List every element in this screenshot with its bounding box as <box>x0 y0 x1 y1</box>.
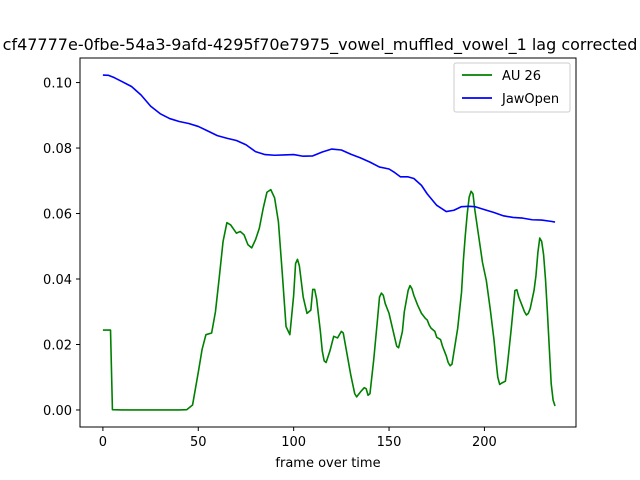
x-tick-label: 0 <box>99 435 107 450</box>
x-tick-label: 100 <box>281 435 306 450</box>
chart-title: cf47777e-0fbe-54a3-9afd-4295f70e7975_vow… <box>3 35 638 55</box>
x-tick-label: 50 <box>190 435 207 450</box>
axes-frame <box>79 57 577 428</box>
x-axis-title: frame over time <box>275 456 380 471</box>
legend-label-jawopen: JawOpen <box>501 92 559 107</box>
series-line-au-26 <box>102 188 556 411</box>
series-layer <box>102 74 556 411</box>
plot-area <box>80 58 576 427</box>
legend-label-au26: AU 26 <box>502 69 541 84</box>
x-axis: 0 50 100 150 200 <box>99 427 497 450</box>
y-tick-label: 0.00 <box>43 404 72 419</box>
legend: AU 26 JawOpen <box>453 62 571 113</box>
x-tick-label: 200 <box>472 435 497 450</box>
axes-layer <box>79 57 577 428</box>
y-tick-label: 0.04 <box>43 273 72 288</box>
series-line-jawopen <box>102 74 556 223</box>
y-tick-label: 0.06 <box>43 208 72 223</box>
y-tick-label: 0.08 <box>43 142 72 157</box>
y-tick-label: 0.10 <box>43 77 72 92</box>
x-tick-label: 150 <box>377 435 402 450</box>
y-axis: 0.00 0.02 0.04 0.06 0.08 0.10 <box>43 77 80 419</box>
y-tick-label: 0.02 <box>43 338 72 353</box>
